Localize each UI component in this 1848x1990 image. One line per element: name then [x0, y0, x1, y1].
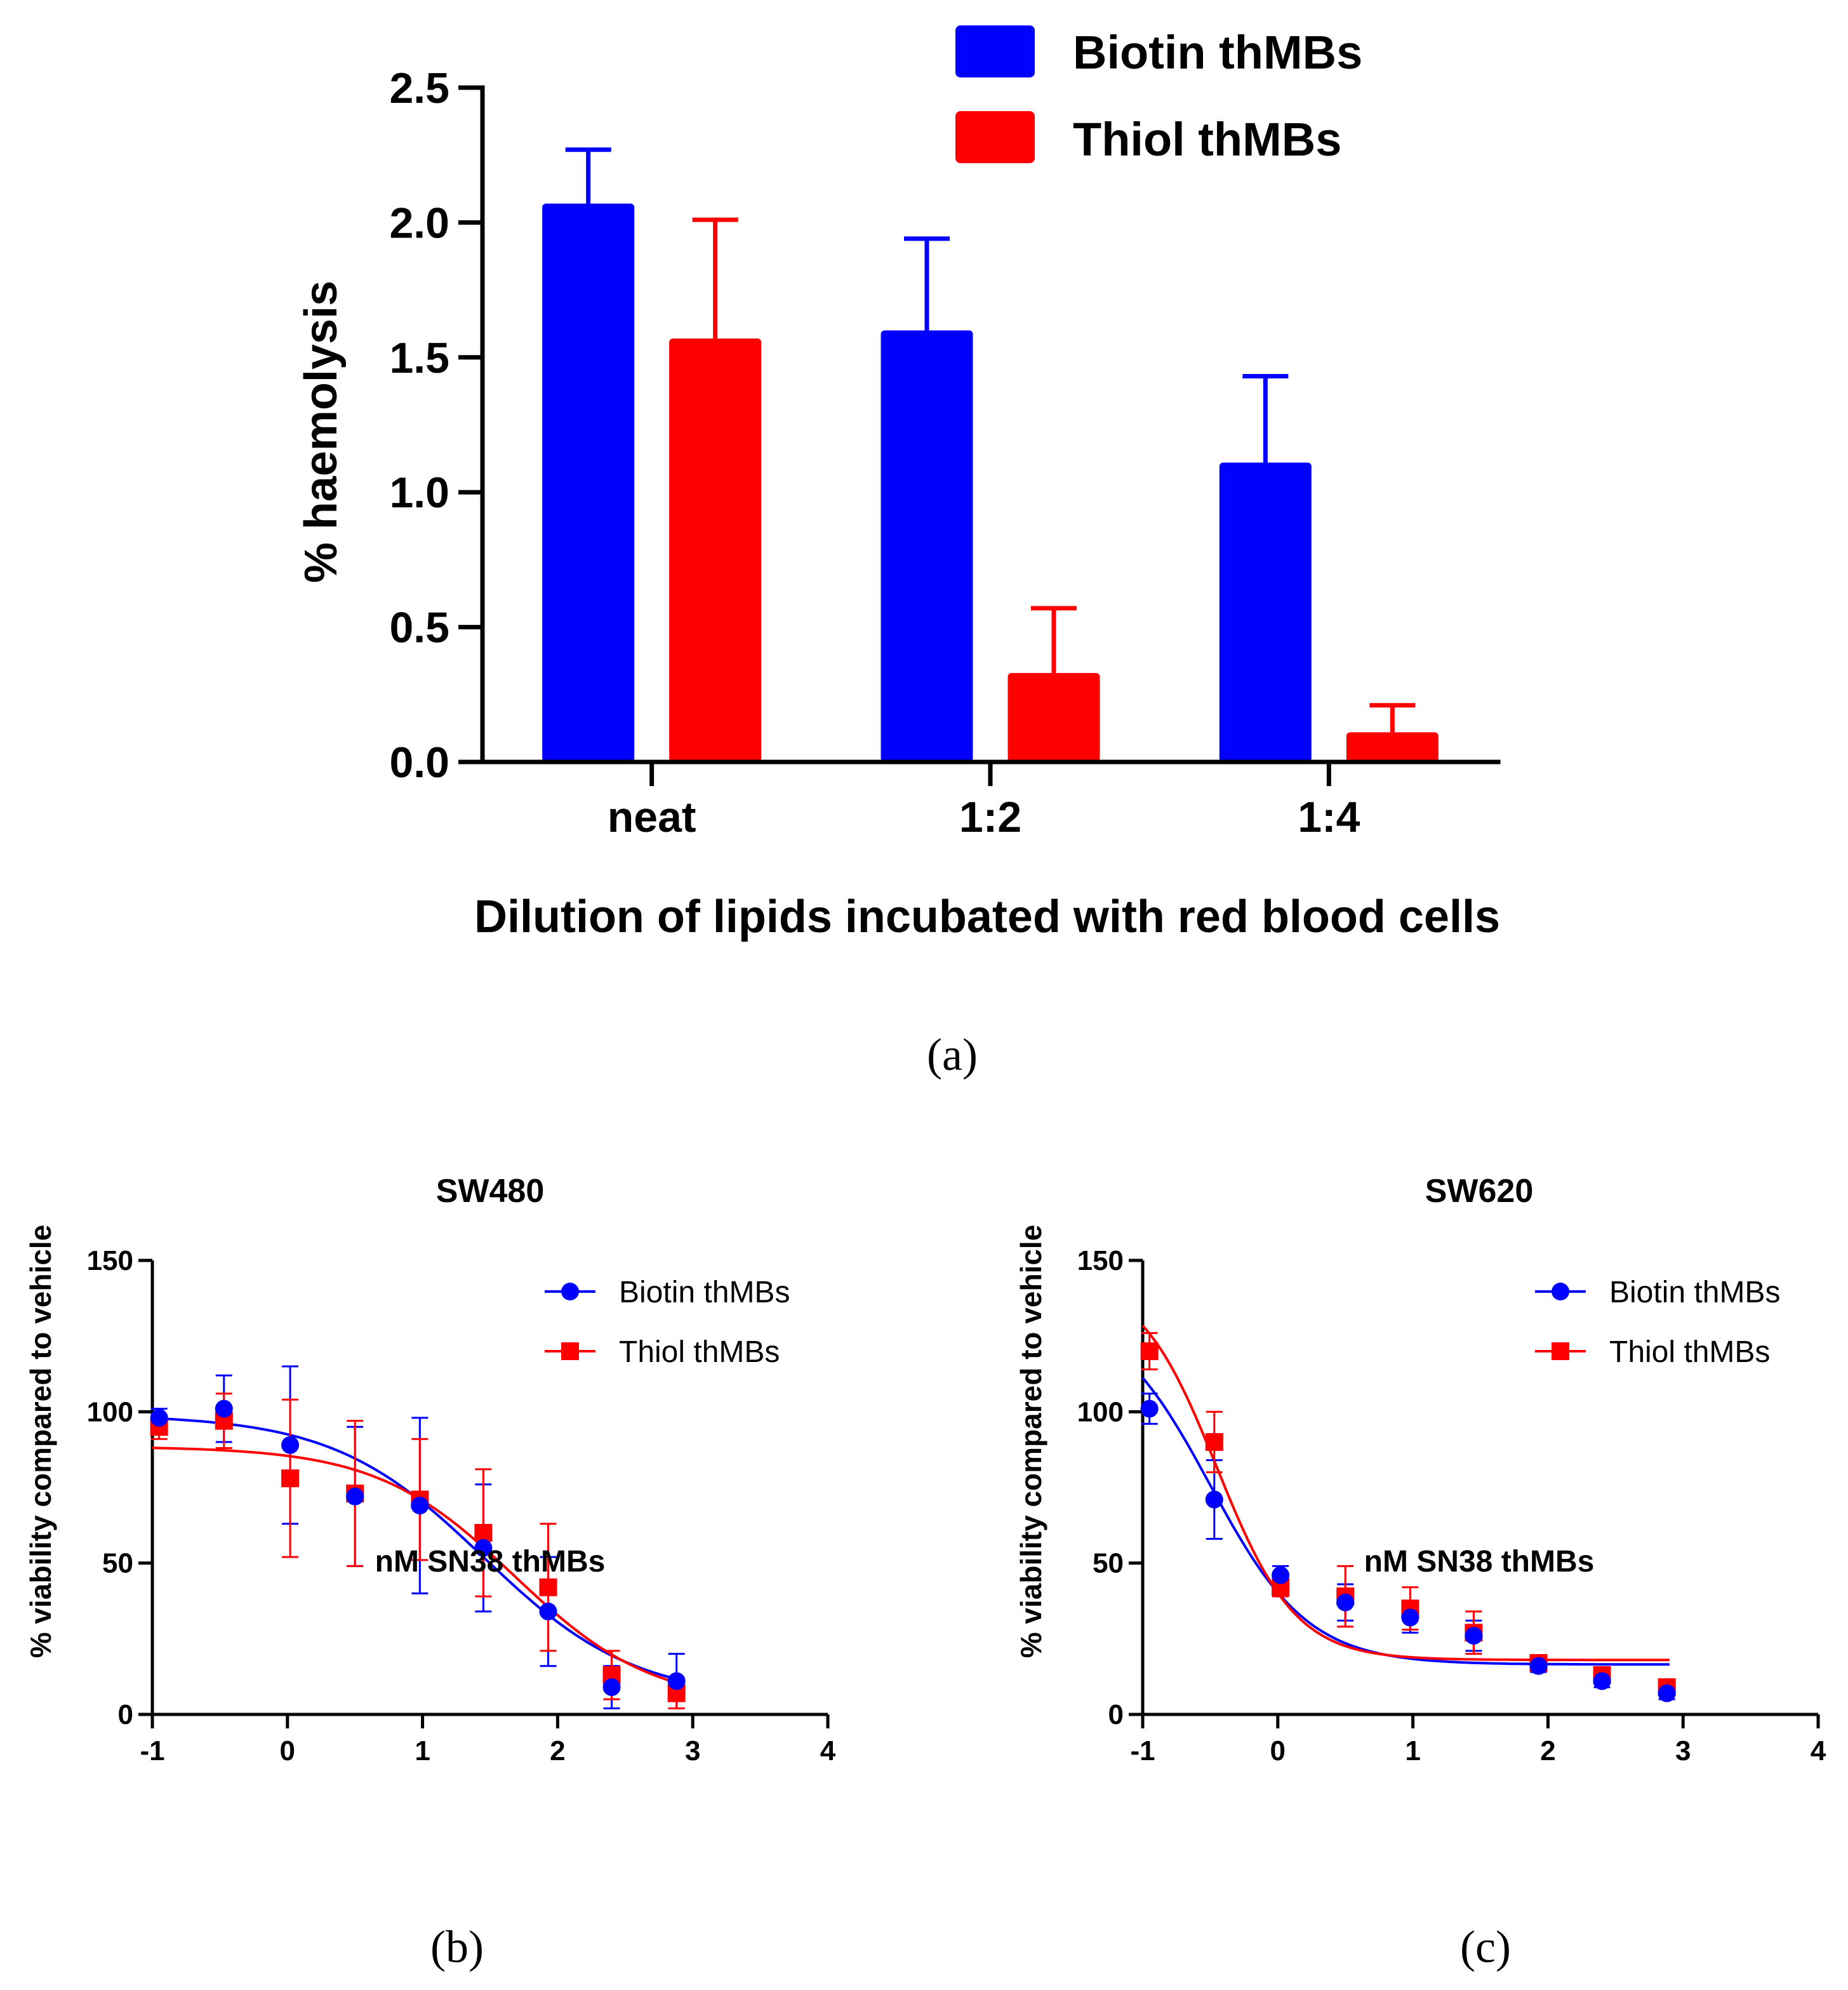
data-point-biotin — [411, 1497, 429, 1515]
y-tick-label: 1.5 — [389, 334, 449, 382]
legend-label-biotin: Biotin thMBs — [619, 1276, 790, 1309]
data-point-biotin — [667, 1672, 686, 1690]
panel-caption-a: (a) — [927, 1029, 978, 1080]
data-point-thiol — [539, 1578, 557, 1596]
data-point-biotin — [1336, 1593, 1355, 1612]
x-tick-label: neat — [608, 793, 696, 841]
legend-marker-biotin — [1552, 1283, 1569, 1300]
x-axis-label: Dilution of lipids incubated with red bl… — [474, 891, 1500, 942]
y-axis-label: % viability compared to vehicle — [24, 1225, 57, 1659]
data-point-thiol — [1205, 1433, 1223, 1451]
y-tick-label: 150 — [87, 1245, 133, 1276]
legend-label-thiol: Thiol thMBs — [1609, 1335, 1770, 1369]
legend: Biotin thMBs Thiol thMBs — [545, 1276, 790, 1369]
bar-thiol — [1007, 672, 1100, 762]
y-tick-label: 50 — [102, 1548, 133, 1579]
y-tick-label: 1.0 — [389, 469, 449, 517]
x-axis-label: nM SN38 thMBs — [375, 1545, 606, 1579]
legend-label-thiol: Thiol thMBs — [1073, 113, 1341, 166]
x-tick-label: 1:2 — [959, 793, 1021, 841]
y-axis-label: % viability compared to vehicle — [1014, 1225, 1047, 1659]
x-tick-label: 4 — [820, 1735, 836, 1766]
panel-caption-b: (b) — [430, 1921, 484, 1972]
bar-thiol — [669, 338, 762, 762]
y-tick-label: 2.0 — [389, 199, 449, 247]
bar-biotin — [1219, 462, 1312, 762]
data-point-biotin — [1593, 1672, 1611, 1690]
x-tick-label: 2 — [550, 1735, 565, 1766]
haemolysis-bar-chart: 0.0 0.5 1.0 1.5 2.0 2.5 neat 1:2 1:4 % haemolys… — [296, 25, 1501, 1080]
legend-marker-thiol — [561, 1342, 579, 1360]
data-point-thiol — [474, 1524, 493, 1542]
legend-swatch-biotin — [955, 25, 1035, 77]
y-tick-label: 0 — [1108, 1699, 1124, 1730]
data-point-biotin — [1272, 1566, 1290, 1584]
x-tick-label: 3 — [1675, 1735, 1691, 1766]
data-point-biotin — [1529, 1657, 1548, 1675]
x-axis-label: nM SN38 thMBs — [1364, 1545, 1595, 1579]
data-point-biotin — [1140, 1399, 1159, 1418]
fit-curve-thiol — [1141, 1325, 1670, 1662]
legend-swatch-thiol — [955, 111, 1035, 163]
data-point-biotin — [215, 1399, 233, 1418]
x-tick-label: 2 — [1540, 1735, 1555, 1766]
y-tick-label: 2.5 — [389, 64, 449, 112]
data-point-biotin — [346, 1487, 364, 1506]
y-tick-label: 0.5 — [389, 604, 449, 652]
bar-biotin — [542, 203, 635, 762]
y-tick-label: 150 — [1077, 1245, 1124, 1276]
chart-title: SW480 — [436, 1173, 545, 1210]
bar-biotin — [881, 330, 973, 762]
x-tick-label: -1 — [1130, 1735, 1155, 1766]
data-point-biotin — [474, 1539, 493, 1557]
data-point-biotin — [539, 1602, 557, 1620]
legend-label-thiol: Thiol thMBs — [619, 1335, 780, 1369]
x-tick-label: 4 — [1811, 1735, 1826, 1766]
data-point-biotin — [1465, 1627, 1483, 1645]
legend: Biotin thMBs Thiol thMBs — [1535, 1276, 1780, 1369]
data-point-biotin — [1401, 1608, 1419, 1627]
y-tick-label: 100 — [87, 1396, 133, 1427]
x-tick-label: 0 — [1270, 1735, 1286, 1766]
data-point-thiol — [281, 1469, 300, 1488]
legend-marker-thiol — [1552, 1342, 1569, 1360]
x-tick-label: -1 — [140, 1735, 164, 1766]
y-tick-label: 50 — [1093, 1548, 1124, 1579]
x-tick-label: 1 — [415, 1735, 430, 1766]
data-point-biotin — [1658, 1684, 1676, 1702]
data-point-thiol — [1140, 1342, 1159, 1360]
chart-title: SW620 — [1425, 1173, 1534, 1210]
data-point-biotin — [281, 1436, 300, 1454]
data-point-biotin — [150, 1408, 168, 1427]
legend: Biotin thMBs Thiol thMBs — [955, 25, 1362, 166]
data-point-biotin — [1205, 1490, 1223, 1509]
y-tick-label: 100 — [1077, 1396, 1124, 1427]
bar-thiol — [1346, 732, 1439, 762]
data-point-biotin — [602, 1678, 621, 1697]
x-tick-label: 1:4 — [1298, 793, 1360, 841]
x-tick-label: 1 — [1405, 1735, 1420, 1766]
x-tick-label: 0 — [280, 1735, 295, 1766]
legend-label-biotin: Biotin thMBs — [1073, 26, 1362, 79]
panel-caption-c: (c) — [1460, 1921, 1511, 1972]
x-tick-label: 3 — [685, 1735, 700, 1766]
legend-label-biotin: Biotin thMBs — [1609, 1276, 1780, 1309]
y-tick-label: 0.0 — [389, 738, 449, 787]
legend-marker-biotin — [561, 1283, 579, 1300]
y-tick-label: 0 — [118, 1699, 133, 1730]
y-axis-label: % haemolysis — [296, 281, 347, 583]
